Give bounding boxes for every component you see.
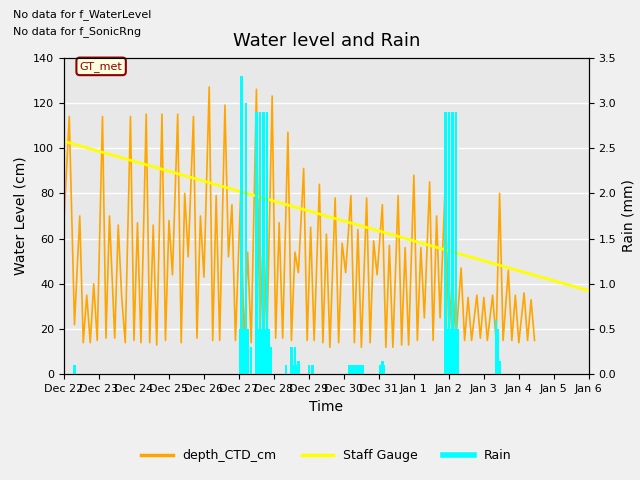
Bar (355, 365, 357, 374)
Text: No data for f_SonicRng: No data for f_SonicRng (13, 25, 141, 36)
X-axis label: Time: Time (309, 400, 344, 414)
Bar (497, 329, 499, 374)
Bar (257, 329, 259, 374)
Text: GT_met: GT_met (80, 61, 122, 72)
Bar (262, 112, 265, 374)
Bar (348, 365, 350, 374)
Bar (260, 329, 263, 374)
Bar (241, 329, 244, 374)
Bar (383, 365, 385, 374)
Bar (358, 365, 361, 374)
Bar (255, 112, 258, 374)
Bar (296, 365, 298, 374)
Bar (356, 365, 359, 374)
Bar (349, 365, 352, 374)
Bar (73, 365, 76, 374)
Bar (453, 329, 455, 374)
Bar (380, 365, 382, 374)
Bar (495, 320, 497, 374)
Bar (285, 365, 287, 374)
Legend: depth_CTD_cm, Staff Gauge, Rain: depth_CTD_cm, Staff Gauge, Rain (136, 444, 516, 467)
Bar (264, 329, 266, 374)
Bar (240, 76, 243, 374)
Text: No data for f_WaterLevel: No data for f_WaterLevel (13, 9, 151, 20)
Bar (353, 365, 356, 374)
Bar (362, 365, 364, 374)
Y-axis label: Water Level (cm): Water Level (cm) (13, 156, 28, 276)
Bar (351, 365, 354, 374)
Bar (449, 329, 452, 374)
Bar (290, 347, 292, 374)
Bar (250, 347, 252, 374)
Bar (451, 112, 454, 374)
Bar (243, 329, 245, 374)
Bar (239, 329, 242, 374)
Bar (297, 361, 300, 374)
Bar (308, 365, 310, 374)
Bar (456, 329, 459, 374)
Bar (454, 112, 457, 374)
Bar (360, 365, 363, 374)
Bar (259, 112, 261, 374)
Bar (444, 112, 447, 374)
Bar (446, 329, 449, 374)
Bar (269, 347, 271, 374)
Bar (292, 365, 294, 374)
Bar (499, 361, 501, 374)
Bar (266, 112, 268, 374)
Title: Water level and Rain: Water level and Rain (233, 33, 420, 50)
Bar (381, 361, 383, 374)
Bar (294, 347, 296, 374)
Y-axis label: Rain (mm): Rain (mm) (622, 180, 636, 252)
Bar (244, 103, 247, 374)
Bar (246, 329, 249, 374)
Bar (447, 112, 450, 374)
Bar (311, 365, 314, 374)
Bar (268, 329, 270, 374)
